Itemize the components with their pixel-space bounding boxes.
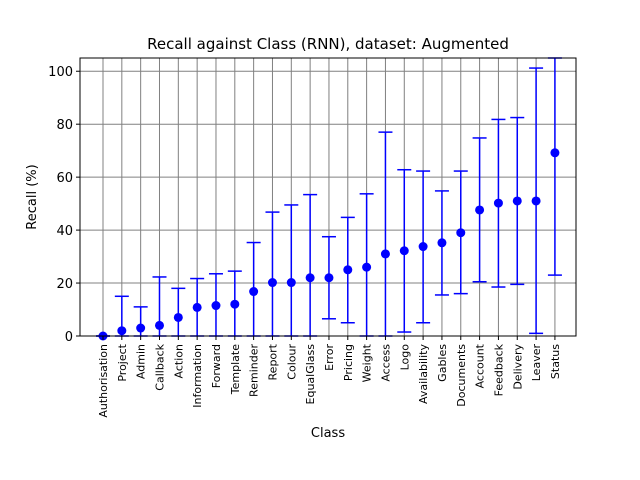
y-tick-label: 0: [65, 330, 73, 345]
error-bar: [547, 57, 562, 276]
x-tick-label: EqualGlass: [304, 344, 317, 405]
x-tick-label: Delivery: [511, 344, 524, 390]
x-tick-label: Information: [191, 344, 204, 408]
data-point: [362, 262, 372, 272]
x-tick-label: Logo: [398, 344, 411, 371]
x-tick-label: Authorisation: [97, 344, 110, 418]
x-axis-ticks: Authorisation Project Admin Callback Action I…: [97, 336, 562, 418]
data-point: [136, 323, 146, 333]
x-tick-label: Project: [116, 343, 129, 381]
data-point: [305, 273, 315, 283]
x-tick-label: Reminder: [248, 344, 261, 397]
y-tick-label: 80: [56, 118, 73, 133]
y-tick-label: 60: [56, 171, 73, 186]
data-point: [437, 238, 447, 248]
x-tick-label: Account: [474, 343, 487, 388]
data-point: [117, 326, 127, 336]
x-tick-label: Callback: [153, 343, 166, 390]
data-point: [531, 196, 541, 206]
data-point: [211, 301, 221, 311]
data-point: [154, 320, 164, 330]
x-tick-label: Status: [549, 344, 562, 379]
data-point: [475, 205, 485, 215]
data-point: [192, 302, 202, 312]
x-tick-label: Forward: [210, 344, 223, 388]
y-tick-label: 20: [56, 277, 73, 292]
x-tick-label: Template: [229, 344, 242, 395]
data-point: [512, 196, 522, 206]
x-axis-label: Class: [311, 426, 345, 441]
data-point: [493, 198, 503, 208]
data-point: [550, 148, 560, 158]
data-points: [98, 148, 560, 341]
x-tick-label: Leaver: [530, 344, 543, 382]
error-bar: [378, 131, 393, 337]
data-point: [286, 278, 296, 288]
x-tick-label: Feedback: [492, 343, 505, 396]
chart-title: Recall against Class (RNN), dataset: Aug…: [147, 35, 509, 53]
data-point: [343, 265, 353, 275]
x-tick-label: Gables: [436, 344, 449, 382]
x-tick-label: Availability: [417, 344, 430, 404]
x-tick-label: Report: [266, 343, 279, 380]
x-tick-label: Access: [379, 344, 392, 382]
x-tick-label: Colour: [285, 344, 298, 380]
y-axis-ticks: 0 20 40 60 80 100: [48, 65, 80, 345]
x-tick-label: Admin: [135, 344, 148, 379]
error-bar: [171, 287, 186, 337]
data-point: [249, 287, 259, 297]
y-axis-label: Recall (%): [25, 164, 40, 229]
data-point: [456, 228, 466, 238]
x-tick-label: Documents: [455, 344, 468, 407]
grid: [80, 58, 576, 337]
data-point: [418, 242, 428, 252]
y-tick-label: 40: [56, 224, 73, 239]
x-tick-label: Error: [323, 344, 336, 371]
x-tick-label: Pricing: [342, 344, 355, 381]
y-tick-label: 100: [48, 65, 73, 80]
plot-frame: [79, 57, 577, 337]
error-bar: [284, 204, 299, 337]
error-bar: [303, 193, 318, 337]
data-point: [230, 299, 240, 309]
x-tick-label: Weight: [361, 343, 374, 382]
data-point: [267, 278, 277, 288]
data-point: [173, 312, 183, 322]
data-point: [399, 246, 409, 256]
data-point: [380, 249, 390, 259]
x-tick-label: Action: [172, 344, 185, 378]
error-bar: [265, 211, 280, 337]
data-point: [324, 273, 334, 283]
